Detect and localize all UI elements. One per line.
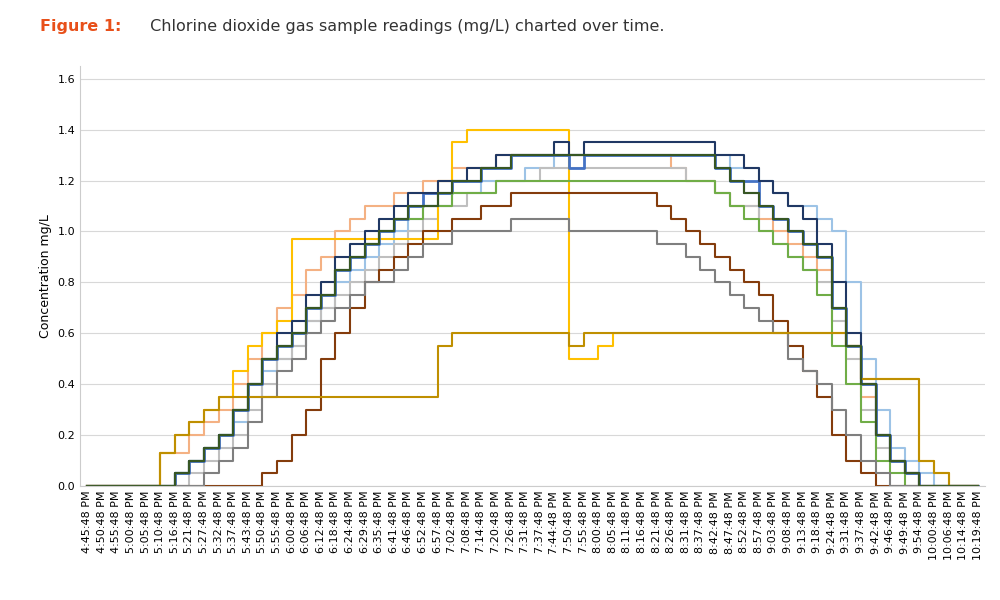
Text: Chlorine dioxide gas sample readings (mg/L) charted over time.: Chlorine dioxide gas sample readings (mg…	[145, 19, 664, 34]
Y-axis label: Concentration mg/L: Concentration mg/L	[39, 214, 52, 338]
Text: Figure 1:: Figure 1:	[40, 19, 121, 34]
